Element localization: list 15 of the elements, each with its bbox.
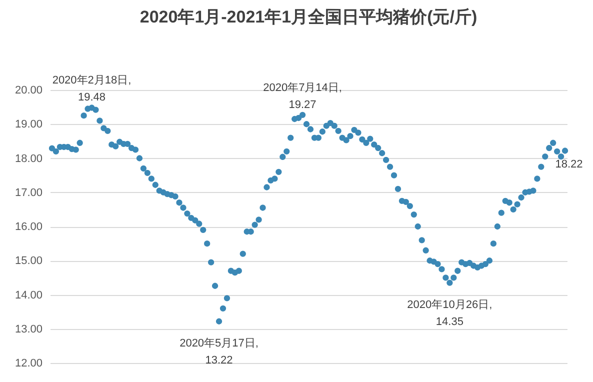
y-tick-label: 17.00 bbox=[14, 186, 42, 199]
y-tick-label: 12.00 bbox=[14, 358, 42, 370]
y-tick-label: 15.00 bbox=[14, 255, 42, 268]
annotation: 2020年2月18日, 19.48 bbox=[52, 74, 132, 104]
annotation: 2020年10月26日, 14.35 bbox=[407, 298, 492, 328]
y-tick-label: 13.00 bbox=[14, 323, 42, 336]
y-tick-label: 20.00 bbox=[14, 84, 42, 96]
y-tick-label: 18.00 bbox=[14, 152, 42, 165]
annotation: 18.22 bbox=[555, 158, 583, 171]
y-tick-label: 14.00 bbox=[14, 289, 42, 302]
annotation: 2020年5月17日, 13.22 bbox=[180, 337, 258, 366]
chart-title: 2020年1月-2021年1月全国日平均猪价(元/斤) bbox=[140, 8, 478, 27]
y-tick-label: 16.00 bbox=[14, 221, 42, 233]
y-tick-label: 19.00 bbox=[14, 118, 42, 131]
annotation: 2020年7月14日, 19.27 bbox=[263, 82, 342, 111]
